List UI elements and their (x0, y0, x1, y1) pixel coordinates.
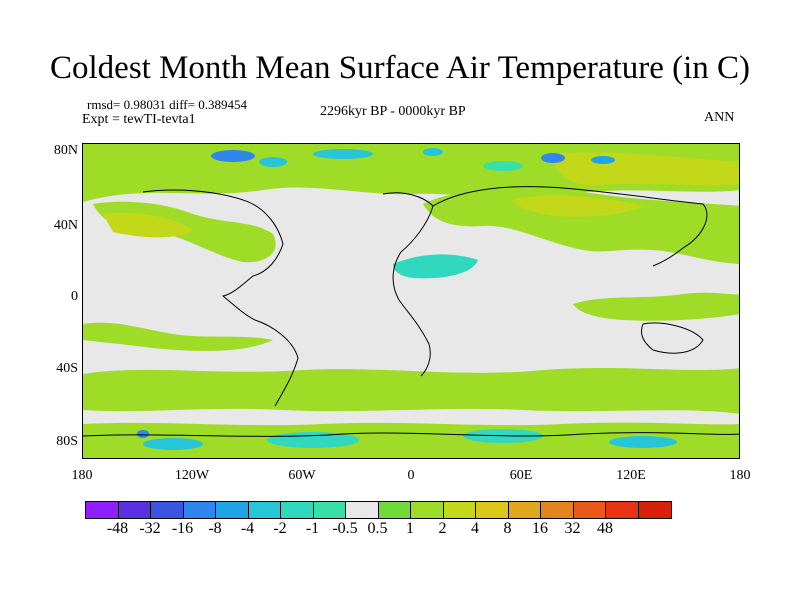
y-tick-40s: 40S (56, 361, 78, 376)
y-tick-80s: 80S (56, 434, 78, 449)
colorbar-swatch (638, 502, 671, 518)
colorbar-label: -4 (240, 520, 255, 537)
colorbar-swatch (118, 502, 151, 518)
y-tick-40n: 40N (53, 218, 78, 233)
colorbar-swatch (378, 502, 411, 518)
colorbar (85, 501, 672, 519)
colorbar-swatch (541, 502, 574, 518)
colorbar-swatch (313, 502, 346, 518)
colorbar-swatch (411, 502, 444, 518)
x-tick-60e: 60E (509, 468, 533, 483)
colorbar-label: 0.5 (367, 520, 388, 537)
colorbar-swatch (573, 502, 606, 518)
colorbar-label: -48 (106, 520, 129, 537)
figure-title: Coldest Month Mean Surface Air Temperatu… (50, 50, 750, 86)
y-tick-80n: 80N (53, 143, 78, 158)
period-label: 2296kyr BP - 0000kyr BP (320, 104, 466, 119)
colorbar-label: -8 (208, 520, 222, 537)
x-tick-120e: 120E (616, 468, 646, 483)
season-label: ANN (704, 110, 735, 125)
colorbar-label: -2 (273, 520, 287, 537)
colorbar-label: -16 (171, 520, 194, 537)
colorbar-swatch (476, 502, 509, 518)
colorbar-label: 1 (406, 520, 414, 537)
x-tick-120w: 120W (174, 468, 210, 483)
colorbar-swatch (151, 502, 184, 518)
rmsd-diff-label: rmsd= 0.98031 diff= 0.389454 (87, 97, 247, 112)
y-tick-0: 0 (71, 289, 78, 304)
colorbar-swatch (443, 502, 476, 518)
colorbar-swatch (606, 502, 639, 518)
colorbar-swatch (183, 502, 216, 518)
colorbar-swatch (216, 502, 249, 518)
world-map (82, 143, 740, 459)
colorbar-label: 16 (532, 520, 548, 537)
colorbar-label: 4 (471, 520, 479, 537)
x-tick-180w: 180 (71, 468, 93, 483)
colorbar-label: -32 (139, 520, 161, 537)
colorbar-swatch (248, 502, 281, 518)
experiment-label: Expt = tewTI-tevta1 (82, 112, 196, 127)
x-tick-60w: 60W (288, 468, 316, 483)
colorbar-label: 32 (564, 520, 581, 537)
x-tick-180e: 180 (729, 468, 751, 483)
colorbar-label: 8 (503, 520, 512, 537)
map-fields (83, 144, 739, 458)
x-tick-0: 0 (407, 468, 415, 483)
colorbar-label: -0.5 (332, 520, 358, 537)
colorbar-label: 48 (597, 520, 613, 537)
colorbar-label: 2 (438, 520, 447, 537)
colorbar-swatch (86, 502, 119, 518)
colorbar-swatch (346, 502, 379, 518)
colorbar-swatch (508, 502, 541, 518)
colorbar-swatch (281, 502, 314, 518)
colorbar-label: -1 (305, 520, 320, 537)
